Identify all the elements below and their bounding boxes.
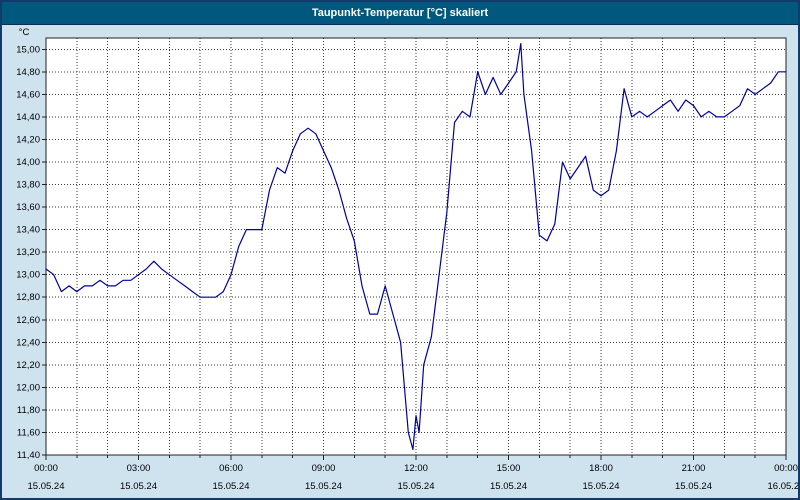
x-time-label: 12:00 xyxy=(404,463,428,474)
dewpoint-series-line xyxy=(45,43,787,450)
plot-frame xyxy=(45,37,787,456)
x-time-label: 06:00 xyxy=(219,463,243,474)
window-title: Taupunkt-Temperatur [°C] skaliert xyxy=(311,7,489,19)
y-tick-label: 12,00 xyxy=(16,382,40,393)
x-time-label: 03:00 xyxy=(127,463,151,474)
x-time-label: 00:00 xyxy=(34,463,58,474)
y-tick-label: 15,00 xyxy=(16,44,40,55)
y-tick-label: 14,00 xyxy=(16,157,40,168)
x-date-label: 16.05.24 xyxy=(768,481,798,492)
x-date-label: 15.05.24 xyxy=(305,481,342,492)
y-tick-label: 13,80 xyxy=(16,180,40,191)
y-tick-label: 14,60 xyxy=(16,89,40,100)
x-date-label: 15.05.24 xyxy=(398,481,435,492)
x-time-label: 09:00 xyxy=(312,463,336,474)
x-date-label: 15.05.24 xyxy=(675,481,712,492)
y-tick-label: 14,20 xyxy=(16,134,40,145)
chart-area: 15,00 14,80 14,60 14,40 14,20 14,00 13,80 13,60… xyxy=(2,24,798,498)
y-tick-label: 14,80 xyxy=(16,67,40,78)
x-date-label: 15.05.24 xyxy=(120,481,157,492)
y-tick-label: 14,40 xyxy=(16,112,40,123)
x-time-label: 15:00 xyxy=(497,463,521,474)
y-tick-label: 13,60 xyxy=(16,202,40,213)
y-tick-label: 12,20 xyxy=(16,360,40,371)
window-titlebar: Taupunkt-Temperatur [°C] skaliert xyxy=(2,2,798,25)
y-tick-label: 11,60 xyxy=(17,427,40,438)
y-tick-label: 12,40 xyxy=(16,337,40,348)
y-tick-label: 11,80 xyxy=(17,405,40,416)
x-date-label: 15.05.24 xyxy=(28,481,65,492)
x-date-label: 15.05.24 xyxy=(490,481,527,492)
x-date-label: 15.05.24 xyxy=(583,481,620,492)
y-tick-label: 13,40 xyxy=(16,225,40,236)
x-time-label: 00:00 xyxy=(774,463,798,474)
x-date-label: 15.05.24 xyxy=(213,481,250,492)
y-axis-unit-label: °C xyxy=(19,27,30,38)
x-time-label: 21:00 xyxy=(682,463,706,474)
y-tick-label: 12,60 xyxy=(16,315,40,326)
y-tick-label: 13,20 xyxy=(16,247,40,258)
x-time-label: 18:00 xyxy=(589,463,613,474)
dewpoint-line-chart: 15,00 14,80 14,60 14,40 14,20 14,00 13,80 13,60… xyxy=(16,27,798,492)
y-tick-label: 11,40 xyxy=(17,450,40,461)
y-tick-label: 12,80 xyxy=(16,292,40,303)
y-tick-label: 13,00 xyxy=(16,270,40,281)
